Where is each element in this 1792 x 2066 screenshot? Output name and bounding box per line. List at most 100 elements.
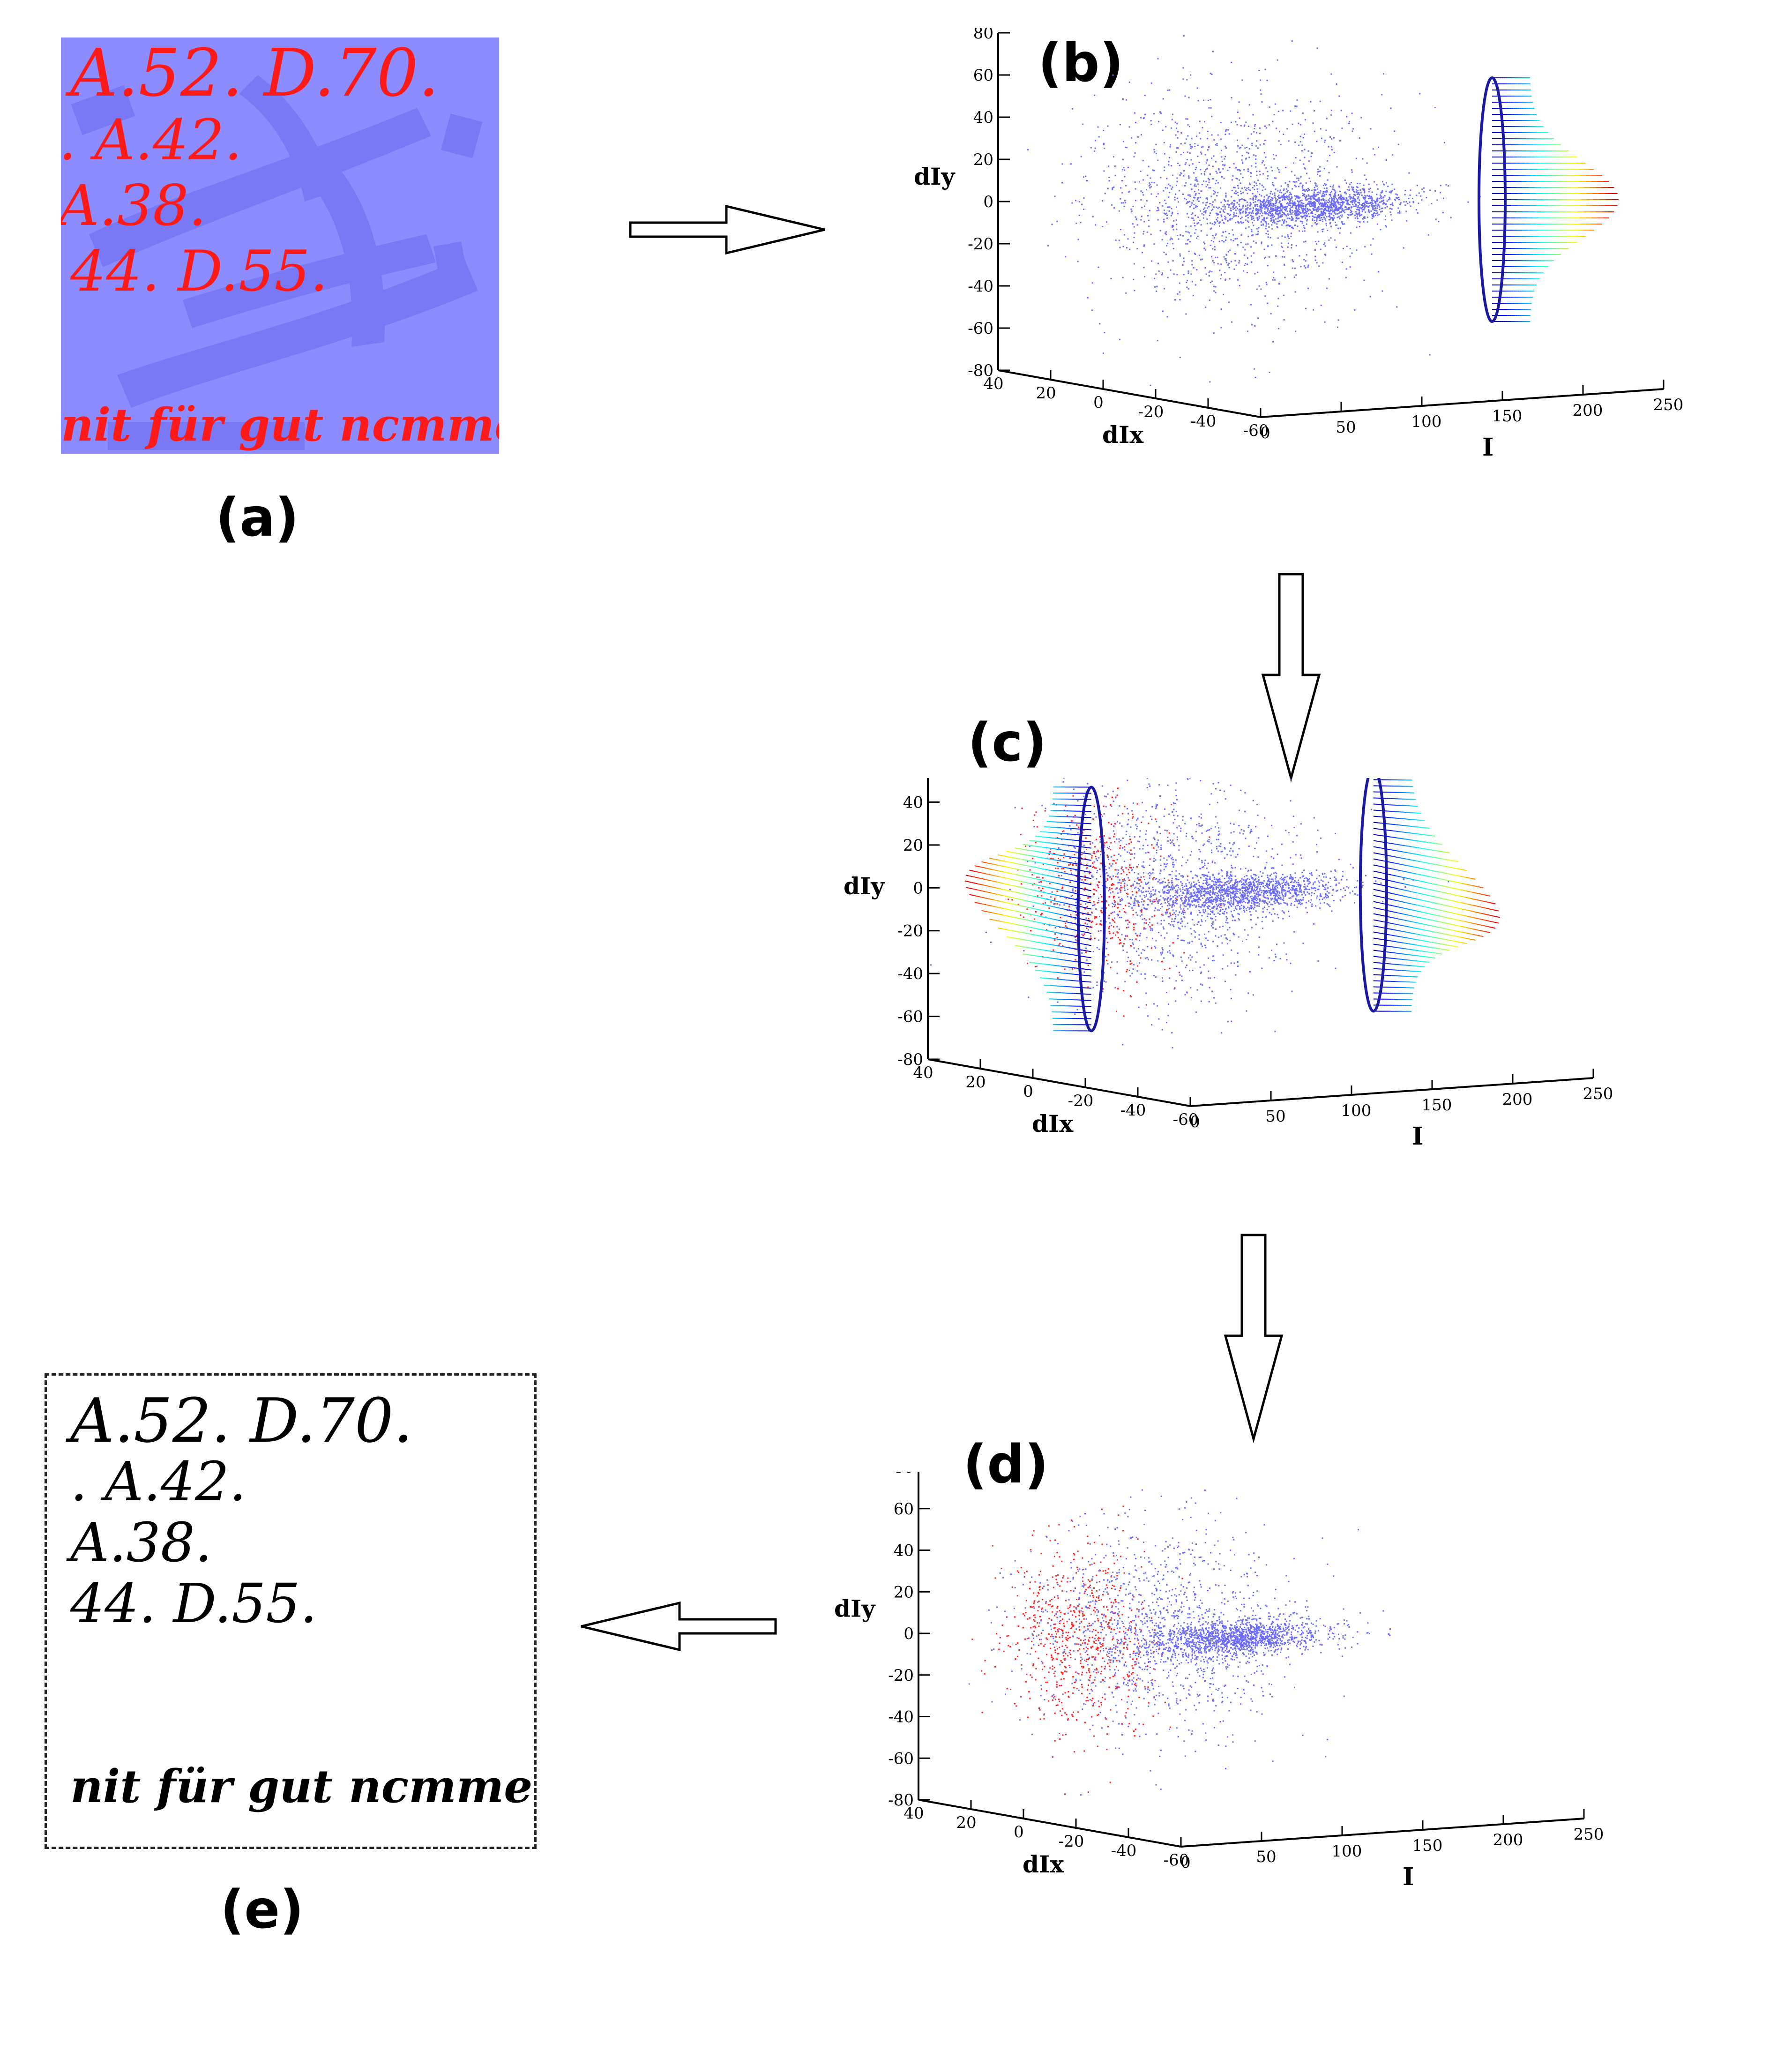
data-point: [1208, 871, 1210, 873]
data-point: [1095, 838, 1097, 840]
data-point: [1176, 177, 1178, 179]
data-point: [1294, 105, 1296, 107]
data-point: [1091, 857, 1093, 859]
data-point: [1091, 309, 1093, 311]
data-point: [1293, 203, 1295, 205]
data-point: [1341, 127, 1343, 129]
data-point: [1203, 211, 1205, 213]
data-point: [1294, 174, 1296, 176]
data-point: [1300, 207, 1302, 209]
data-point: [1253, 225, 1254, 226]
data-point: [1271, 208, 1273, 210]
data-point: [1207, 223, 1209, 225]
data-point: [1172, 113, 1173, 115]
arrow-left-icon: [581, 1601, 777, 1652]
data-point: [1351, 201, 1352, 202]
data-point: [1150, 193, 1152, 195]
data-point: [1320, 213, 1322, 215]
data-point: [1237, 192, 1239, 194]
data-point: [1273, 271, 1275, 273]
data-point: [1189, 194, 1191, 196]
data-point: [1215, 161, 1217, 163]
data-point: [1239, 182, 1241, 184]
data-point: [1374, 214, 1376, 216]
data-point: [1248, 187, 1249, 188]
data-point: [1145, 882, 1146, 884]
data-point: [1340, 110, 1342, 112]
data-point: [1329, 278, 1330, 280]
data-point: [1214, 192, 1216, 194]
data-point: [1140, 199, 1142, 201]
data-point: [1443, 197, 1445, 199]
data-point: [1180, 153, 1182, 155]
data-point: [1225, 260, 1227, 262]
data-point: [1352, 188, 1354, 190]
data-point: [1112, 891, 1114, 893]
data-point: [1283, 197, 1285, 199]
data-point: [1343, 197, 1344, 199]
data-point: [1215, 935, 1217, 937]
data-point: [1138, 879, 1140, 881]
data-point: [1337, 227, 1339, 229]
data-point: [1237, 195, 1239, 196]
data-point: [1319, 170, 1321, 172]
data-point: [1166, 212, 1167, 214]
data-point: [1351, 169, 1353, 171]
data-point: [1251, 133, 1253, 135]
data-point: [1105, 865, 1106, 867]
data-point: [1171, 803, 1172, 805]
data-point: [1137, 817, 1139, 819]
data-point: [1153, 182, 1155, 184]
data-point: [1247, 214, 1249, 216]
data-point: [1222, 232, 1224, 233]
data-point: [1241, 159, 1243, 161]
data-point: [1298, 903, 1299, 905]
data-point: [1448, 185, 1449, 187]
data-point: [1234, 253, 1236, 255]
data-point: [1321, 208, 1323, 210]
data-point: [1271, 205, 1273, 207]
data-point: [1120, 187, 1121, 189]
data-point: [1371, 253, 1373, 255]
data-point: [1303, 216, 1305, 217]
data-point: [1190, 204, 1192, 206]
data-point: [1277, 237, 1279, 239]
data-point: [1172, 942, 1174, 943]
data-point: [1284, 206, 1286, 208]
data-point: [1143, 117, 1145, 119]
data-point: [1227, 200, 1229, 202]
data-point: [1225, 240, 1227, 241]
data-point: [1119, 338, 1121, 340]
data-point: [1235, 121, 1237, 123]
data-point: [1132, 813, 1134, 815]
data-point: [1187, 875, 1189, 877]
data-point: [1322, 213, 1323, 215]
data-point: [1364, 216, 1366, 218]
data-point: [1260, 221, 1262, 223]
data-point: [1185, 162, 1187, 164]
y-tick-label: 20: [965, 1073, 986, 1092]
data-point: [1356, 186, 1358, 188]
data-point: [1262, 224, 1264, 225]
data-point: [1138, 889, 1140, 891]
data-point: [1220, 263, 1222, 265]
data-point: [1312, 203, 1314, 204]
data-point: [1310, 195, 1312, 197]
data-point: [1219, 269, 1221, 271]
data-point: [1307, 194, 1309, 196]
data-point: [1180, 132, 1182, 134]
data-point: [1075, 200, 1076, 202]
data-point: [1246, 147, 1247, 148]
data-point: [1062, 831, 1063, 832]
data-point: [1343, 201, 1345, 203]
data-point: [1292, 123, 1293, 125]
data-point: [1137, 136, 1139, 138]
data-point: [1304, 208, 1306, 210]
data-point: [1374, 208, 1376, 210]
data-point: [1277, 221, 1278, 223]
data-point: [1145, 838, 1147, 840]
data-point: [1270, 217, 1272, 219]
data-point: [1261, 891, 1262, 893]
data-point: [1214, 199, 1216, 201]
data-point: [1138, 1006, 1140, 1008]
